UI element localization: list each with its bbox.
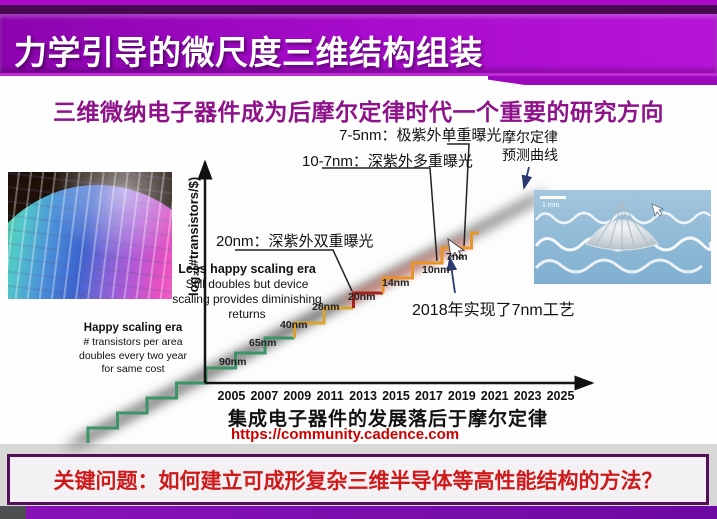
annotation-duv-multi: 10-7nm：深紫外多重曝光 [302, 153, 473, 170]
wafer-glare [8, 172, 172, 299]
x-axis-tick: 2017 [414, 389, 443, 403]
happy-era-title: Happy scaling era [83, 322, 183, 334]
title-bar [0, 14, 717, 73]
node-label: 90nm [219, 356, 247, 368]
node-label: 28nm [312, 301, 340, 313]
dome-ribs [595, 201, 649, 250]
annotation-line-duv-multi [322, 167, 438, 262]
staircase-red-segment [352, 291, 383, 308]
x-axis-tick: 2007 [250, 389, 279, 403]
microstructure-image: 1 mm [534, 190, 713, 284]
node-label: 10nm [422, 264, 450, 276]
annotation-duv-double: 20nm：深紫外双重曝光 [216, 233, 374, 250]
node-label: 7nm [446, 251, 468, 263]
cursor-in-image [651, 203, 665, 218]
chart-source-link[interactable]: https://community.cadence.com [231, 426, 460, 443]
microstructure-graphic: 1 mm [534, 196, 713, 274]
node-label: 14nm [382, 277, 410, 289]
title-bar-underline [0, 73, 717, 76]
annotation-line-euv [447, 143, 470, 247]
bottom-bar-left-block [0, 506, 26, 519]
less-happy-era-line: returns [228, 306, 266, 321]
happy-era-line: for same cost [101, 363, 165, 376]
slide-subtitle: 三维微纳电子器件成为后摩尔定律时代一个重要的研究方向 [53, 99, 664, 125]
staircase-green-segment [86, 336, 295, 443]
title-bar-tab [488, 76, 717, 85]
key-question-text: 关键问题：如何建立可成形复杂三维半导体等高性能结构的方法？ [53, 469, 663, 493]
x-axis-tick: 2021 [480, 389, 509, 403]
annotation-line-duv-double [235, 249, 353, 292]
node-label: 20nm [348, 291, 376, 303]
x-axis-tick: 2011 [316, 389, 344, 403]
node-label: 65nm [249, 337, 277, 349]
title-bar-top-strip [0, 0, 717, 5]
milestone-arrow [446, 256, 458, 294]
wavy-ribbon [534, 258, 703, 274]
mouse-cursor [447, 237, 466, 260]
less-happy-era-title: Less happy scaling era [178, 262, 316, 276]
key-question-box: 关键问题：如何建立可成形复杂三维半导体等高性能结构的方法？ [7, 454, 709, 505]
chart-caption: 集成电子器件的发展落后于摩尔定律 [228, 409, 549, 430]
x-axis-tick: 2009 [283, 389, 312, 403]
annotation-milestone-2018: 2018年实现了7nm工艺 [412, 302, 575, 319]
annotation-euv: 7-5nm：极紫外单重曝光 [339, 127, 502, 144]
page-title: 力学引导的微尺度三维结构组装 [14, 34, 483, 71]
scale-bar-line [540, 196, 566, 199]
less-happy-era-line: Still doubles but device [185, 277, 309, 292]
x-axis-tick: 2005 [217, 389, 246, 403]
moore-band-label-line2: 预测曲线 [502, 147, 558, 164]
title-bar-dark-strip [0, 5, 717, 14]
x-axis-tick: 2015 [382, 389, 410, 403]
scale-bar-label: 1 mm [542, 202, 560, 209]
x-axis-tick: 2013 [349, 389, 377, 403]
less-happy-era-line: scaling provides diminishing [172, 291, 322, 306]
staircase-gold-segment [293, 306, 354, 338]
happy-era-line: # transistors per area [83, 335, 183, 348]
moore-band-label-line1: 摩尔定律 [502, 129, 558, 145]
moore-band-arrow [521, 166, 533, 190]
wavy-ribbon [534, 211, 711, 225]
x-axis-tick: 2019 [447, 389, 476, 403]
less-happy-era-note: Less happy scaling era Still doubles but… [158, 262, 336, 321]
x-axis-ticks: 2005 2007 2009 2011 2013 2015 2017 2019 … [215, 389, 577, 403]
x-axis-tick: 2025 [546, 389, 575, 403]
happy-era-note: Happy scaling era # transistors per area… [72, 321, 194, 377]
node-label: 40nm [280, 319, 308, 331]
staircase-orange-segment [381, 231, 479, 293]
x-axis-tick: 2023 [513, 389, 542, 403]
moore-band-label: 摩尔定律 预测曲线 [498, 128, 562, 165]
bottom-bar [0, 506, 717, 519]
wafer-image [8, 172, 172, 299]
happy-era-line: doubles every two year [79, 349, 187, 362]
